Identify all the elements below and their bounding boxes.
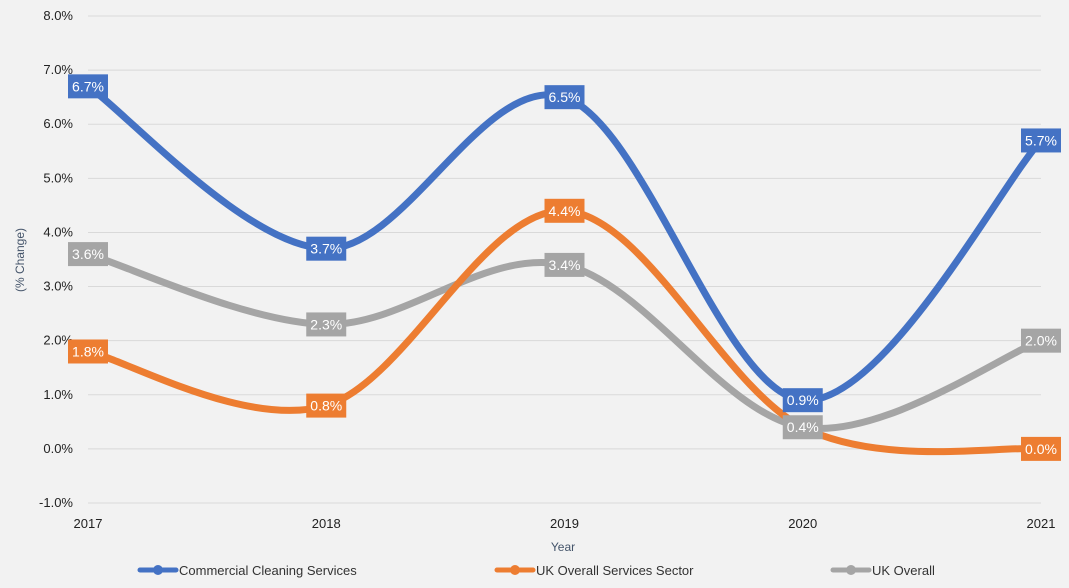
x-tick-label: 2020: [788, 516, 817, 531]
data-label-text: 2.0%: [1025, 333, 1057, 349]
data-labels: 3.6% 2.3% 3.4% 0.4% 2.0% 1.8% 0.8% 4.4% 0.0% 6.7%…: [68, 74, 1061, 461]
data-label-box: [68, 74, 108, 99]
series-line-commercial-cleaning-services: [84, 82, 1045, 404]
y-tick-label: 0.0%: [43, 441, 73, 456]
data-label-uk-overall: 2.0%: [1021, 328, 1061, 353]
data-label-uk-overall: 0.4%: [782, 415, 823, 440]
data-label-text: 1.8%: [72, 343, 104, 359]
legend-label: UK Overall: [872, 563, 935, 578]
data-label-text: 2.3%: [310, 316, 342, 332]
legend-marker: [846, 565, 856, 575]
y-tick-label: 4.0%: [43, 224, 73, 239]
x-tick-label: 2019: [550, 516, 579, 531]
data-label-commercial-cleaning-services: 0.9%: [782, 388, 823, 413]
data-label-text: 3.4%: [549, 257, 581, 273]
data-label-box: [544, 252, 585, 277]
data-label-box: [306, 236, 347, 261]
data-label-uk-overall-services-sector: 0.8%: [306, 393, 347, 418]
data-label-box: [306, 312, 347, 337]
legend-label: Commercial Cleaning Services: [179, 563, 357, 578]
data-label-uk-overall: 2.3%: [306, 312, 347, 337]
data-label-commercial-cleaning-services: 3.7%: [306, 236, 347, 261]
data-label-text: 0.9%: [787, 392, 819, 408]
data-label-text: 0.4%: [787, 419, 819, 435]
data-label-text: 0.8%: [310, 398, 342, 414]
data-label-text: 6.5%: [549, 89, 581, 105]
data-label-text: 6.7%: [72, 78, 104, 94]
x-tick-label: 2018: [312, 516, 341, 531]
y-tick-label: 8.0%: [43, 8, 73, 23]
data-label-box: [1021, 128, 1061, 153]
x-tick-label: 2017: [74, 516, 103, 531]
legend-item-uk-overall-services-sector: UK Overall Services Sector: [494, 563, 694, 578]
y-tick-label: 5.0%: [43, 170, 73, 185]
data-label-commercial-cleaning-services: 5.7%: [1021, 128, 1061, 153]
data-label-box: [782, 388, 823, 413]
legend-marker: [153, 565, 163, 575]
legend-label: UK Overall Services Sector: [536, 563, 694, 578]
y-axis-ticks: -1.0% 0.0% 1.0% 2.0% 3.0% 4.0% 5.0% 6.0% 7.0% 8.0…: [39, 8, 73, 510]
data-label-box: [306, 393, 347, 418]
y-tick-label: -1.0%: [39, 495, 73, 510]
legend-item-commercial-cleaning-services: Commercial Cleaning Services: [137, 563, 357, 578]
data-label-text: 4.4%: [549, 203, 581, 219]
y-tick-label: 6.0%: [43, 116, 73, 131]
data-label-box: [1021, 436, 1061, 461]
y-tick-label: 7.0%: [43, 62, 73, 77]
gridlines: [88, 15, 1041, 504]
series-line-uk-overall-services-sector: [84, 207, 1045, 456]
data-label-uk-overall-services-sector: 4.4%: [544, 198, 585, 223]
data-label-text: 0.0%: [1025, 441, 1057, 457]
y-tick-label: 1.0%: [43, 387, 73, 402]
legend-marker: [510, 565, 520, 575]
x-axis-ticks: 2017 2018 2019 2020 2021: [74, 516, 1056, 531]
y-tick-label: 3.0%: [43, 279, 73, 294]
data-label-box: [544, 198, 585, 223]
data-label-box: [782, 415, 823, 440]
x-axis-title: Year: [551, 540, 575, 554]
data-label-text: 3.6%: [72, 246, 104, 262]
y-axis-title: (% Change): [13, 228, 27, 292]
data-label-box: [1021, 328, 1061, 353]
data-label-text: 5.7%: [1025, 132, 1057, 148]
data-label-commercial-cleaning-services: 6.5%: [544, 85, 585, 110]
legend: Commercial Cleaning Services UK Overall S…: [137, 563, 935, 578]
data-label-box: [544, 85, 585, 110]
data-label-box: [68, 339, 108, 364]
data-label-uk-overall: 3.6%: [68, 242, 108, 267]
x-tick-label: 2021: [1027, 516, 1056, 531]
legend-item-uk-overall: UK Overall: [830, 563, 935, 578]
y-tick-label: 2.0%: [43, 333, 73, 348]
data-label-text: 3.7%: [310, 241, 342, 257]
data-label-box: [68, 242, 108, 267]
data-label-uk-overall-services-sector: 0.0%: [1021, 436, 1061, 461]
data-label-uk-overall: 3.4%: [544, 252, 585, 277]
data-label-uk-overall-services-sector: 1.8%: [68, 339, 108, 364]
data-label-commercial-cleaning-services: 6.7%: [68, 74, 108, 99]
